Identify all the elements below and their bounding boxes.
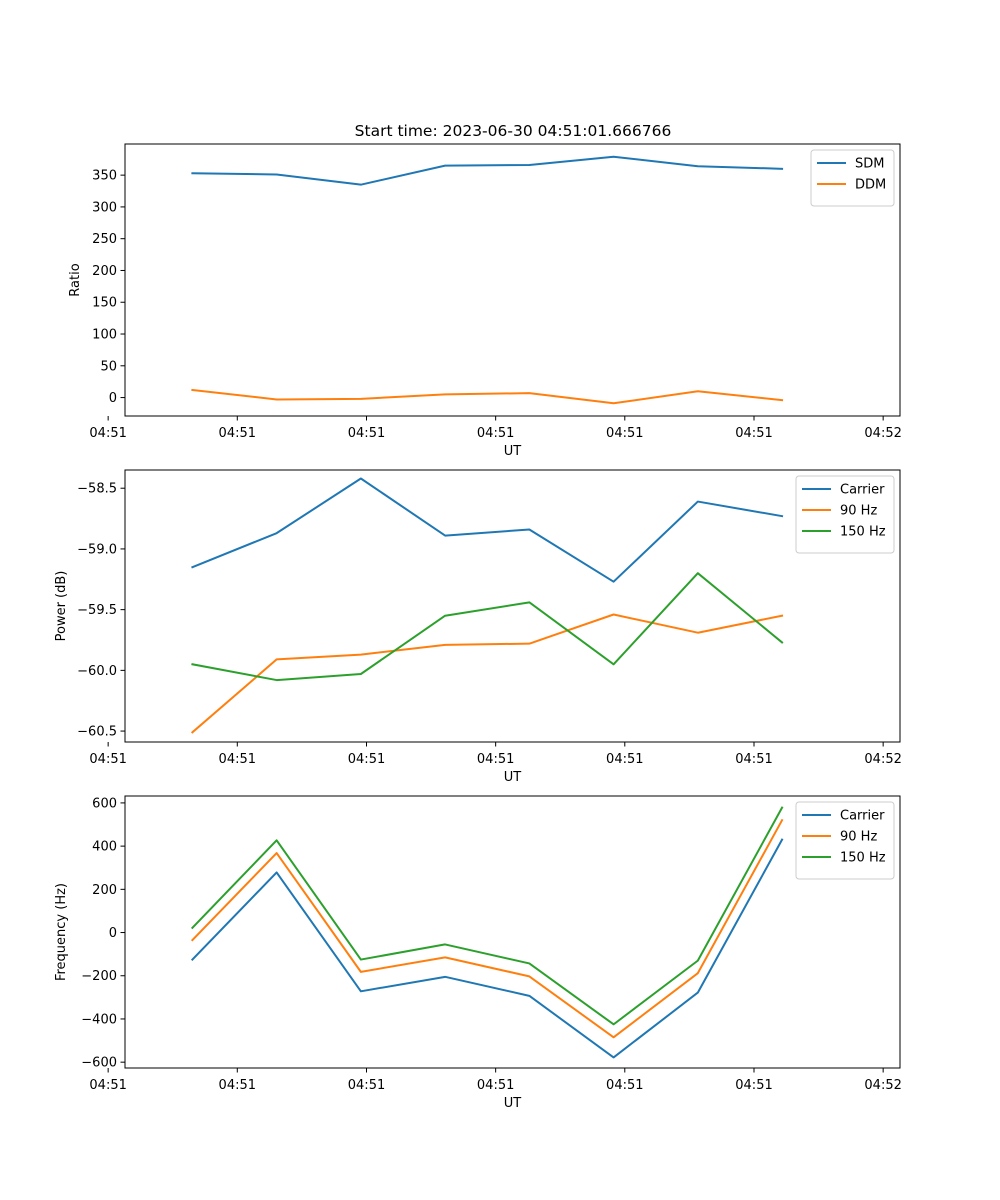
ratio-panel: 04:51 04:51 04:51 04:51 04:51 04:51 04:52 0 50 10…	[68, 143, 902, 459]
x-tick-label: 04:51	[348, 426, 385, 441]
legend: SDM DDM	[810, 149, 895, 207]
series-line-90-hz	[190, 818, 784, 1039]
x-tick-label: 04:51	[606, 752, 643, 767]
y-tick-label: −200	[81, 969, 117, 984]
x-tick-label: 04:51	[477, 1078, 514, 1093]
x-tick-label: 04:52	[864, 752, 901, 767]
y-tick-label: 250	[92, 232, 117, 247]
legend-box	[795, 475, 895, 554]
legend: Carrier 90 Hz 150 Hz	[795, 801, 895, 880]
y-tick-label: −58.5	[77, 482, 117, 497]
y-tick-label: −60.5	[77, 725, 117, 740]
x-tick-label: 04:51	[219, 752, 256, 767]
x-tick-label: 04:52	[864, 1078, 901, 1093]
axes-frame	[124, 795, 901, 1069]
y-tick-label: 0	[109, 391, 117, 406]
y-axis-label: Frequency (Hz)	[54, 883, 69, 981]
x-tick-label: 04:52	[864, 426, 901, 441]
x-tick-label: 04:51	[606, 426, 643, 441]
x-tick-label: 04:51	[606, 1078, 643, 1093]
y-axis-label: Power (dB)	[54, 571, 69, 642]
x-tick-label: 04:51	[219, 426, 256, 441]
series-line-carrier	[190, 838, 784, 1059]
series-line-carrier	[191, 477, 784, 583]
legend-label-90-hz: 90 Hz	[840, 504, 877, 519]
x-tick-label: 04:51	[735, 752, 772, 767]
x-tick-label: 04:51	[735, 1078, 772, 1093]
y-tick-label: 200	[92, 883, 117, 898]
y-tick-label: −400	[81, 1012, 117, 1027]
series-line-150-hz	[191, 572, 784, 682]
legend-box	[795, 801, 895, 880]
y-tick-label: 350	[92, 169, 117, 184]
legend: Carrier 90 Hz 150 Hz	[795, 475, 895, 554]
y-tick-label: 400	[92, 840, 117, 855]
series-line-sdm	[191, 155, 784, 186]
legend-label-ddm: DDM	[855, 178, 886, 193]
legend-label-90-hz: 90 Hz	[840, 830, 877, 845]
x-tick-label: 04:51	[477, 752, 514, 767]
series-line-90-hz	[190, 613, 784, 734]
x-tick-label: 04:51	[219, 1078, 256, 1093]
legend-label-carrier: Carrier	[840, 809, 885, 824]
y-axis-label: Ratio	[68, 263, 83, 296]
y-tick-label: 200	[92, 264, 117, 279]
legend-label-sdm: SDM	[855, 157, 884, 172]
legend-label-150-hz: 150 Hz	[840, 525, 886, 540]
power-panel: 04:51 04:51 04:51 04:51 04:51 04:51 04:52 −60.5…	[54, 469, 902, 785]
x-tick-label: 04:51	[89, 1078, 126, 1093]
x-axis-label: UT	[504, 1096, 522, 1111]
frequency-panel: 04:51 04:51 04:51 04:51 04:51 04:51 04:52 −600 −…	[54, 795, 902, 1111]
y-tick-label: −60.0	[77, 664, 117, 679]
x-tick-label: 04:51	[348, 752, 385, 767]
y-tick-label: −600	[81, 1056, 117, 1071]
y-tick-label: 300	[92, 200, 117, 215]
series-line-ddm	[191, 388, 784, 405]
x-tick-label: 04:51	[477, 426, 514, 441]
x-tick-label: 04:51	[89, 752, 126, 767]
x-tick-label: 04:51	[89, 426, 126, 441]
axes-frame	[124, 469, 901, 743]
legend-label-150-hz: 150 Hz	[840, 851, 886, 866]
x-tick-label: 04:51	[348, 1078, 385, 1093]
y-tick-label: −59.0	[77, 542, 117, 557]
x-axis-label: UT	[504, 444, 522, 459]
y-tick-label: 600	[92, 796, 117, 811]
y-tick-label: −59.5	[77, 603, 117, 618]
y-tick-label: 150	[92, 296, 117, 311]
axes-frame	[124, 143, 901, 417]
y-tick-label: 100	[92, 328, 117, 343]
legend-label-carrier: Carrier	[840, 483, 885, 498]
x-axis-label: UT	[504, 770, 522, 785]
chart-title: Start time: 2023-06-30 04:51:01.666766	[355, 122, 672, 140]
y-tick-label: 0	[109, 926, 117, 941]
series-line-150-hz	[190, 806, 784, 1026]
x-tick-label: 04:51	[735, 426, 772, 441]
y-tick-label: 50	[100, 359, 117, 374]
